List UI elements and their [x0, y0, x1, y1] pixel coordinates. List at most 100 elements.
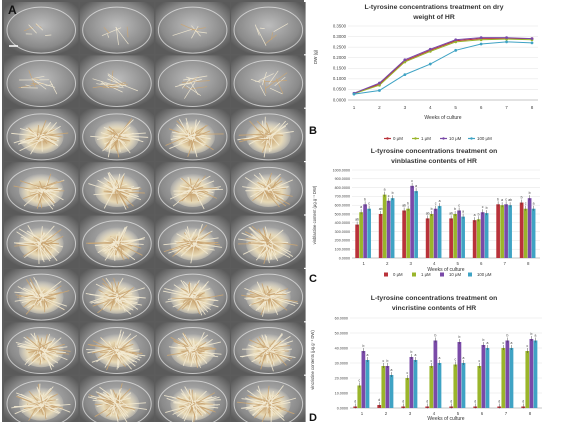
significance-label: c: [505, 197, 507, 201]
dish-photo: [231, 215, 306, 268]
bar: [433, 208, 438, 258]
bar: [449, 218, 453, 258]
legend-item: 100 μM: [468, 272, 492, 277]
data-point: [378, 89, 381, 92]
significance-label: c: [458, 203, 460, 207]
bar: [390, 198, 395, 258]
chart-b-y-axis-label: DW (g): [313, 49, 318, 64]
significance-label: c: [358, 379, 360, 383]
x-tick-label: 1: [363, 261, 366, 266]
bar: [529, 339, 534, 408]
y-tick-label: 20.0000: [335, 376, 348, 380]
legend-label: 10 μM: [449, 136, 462, 141]
dish-photo: [231, 162, 306, 215]
significance-label: c: [435, 202, 437, 206]
x-tick-label: 6: [480, 105, 483, 110]
x-axis-label: Weeks of culture: [427, 267, 464, 273]
data-point: [352, 92, 356, 96]
data-point: [428, 62, 432, 66]
data-point: [454, 40, 458, 44]
x-tick-label: 7: [505, 105, 508, 110]
y-tick-label: 0.0000: [337, 406, 348, 410]
bar: [500, 205, 504, 258]
y-tick-label: 0.1500: [333, 66, 347, 71]
bar: [533, 340, 538, 408]
dish-photo: [79, 375, 155, 422]
y-tick-label: 40.0000: [335, 346, 348, 350]
dish-photo: [155, 215, 230, 268]
significance-label: c: [411, 179, 413, 183]
dish-photo: [231, 55, 306, 108]
x-tick-label: 7: [505, 411, 508, 416]
legend-label: 100 μM: [477, 272, 492, 277]
bar: [381, 366, 386, 408]
dish-photo: [4, 108, 79, 161]
panel-letter-b: B: [309, 125, 317, 137]
data-point: [403, 60, 407, 64]
bar: [405, 378, 410, 408]
significance-label: ab: [355, 218, 359, 222]
significance-label: b: [529, 191, 531, 195]
bar: [359, 212, 363, 258]
dish-photo: [79, 322, 155, 375]
significance-label: b: [362, 344, 364, 348]
dish-photo: [79, 108, 155, 161]
bar: [389, 375, 394, 408]
significance-label: a: [535, 334, 537, 338]
legend-label: 0 μM: [393, 136, 403, 141]
series-line: [353, 38, 533, 95]
dish-photo: [155, 322, 230, 375]
data-point: [454, 38, 458, 42]
significance-label: c: [478, 359, 480, 363]
data-point: [403, 73, 407, 77]
significance-label: b: [458, 335, 460, 339]
legend-label: 100 μM: [477, 136, 492, 141]
chart-dry-weight: L-tyrosine concentrations treatment on d…: [309, 4, 538, 141]
significance-label: a: [487, 341, 489, 345]
significance-label: b: [434, 334, 436, 338]
bar: [501, 348, 506, 408]
significance-label: a: [439, 356, 441, 360]
dish-photo: [79, 269, 155, 322]
x-axis-label: Weeks of culture: [427, 416, 464, 422]
bar: [365, 360, 370, 408]
y-tick-label: 500.0000: [335, 212, 350, 216]
chart-b-title-line1: L-tyrosine concentrations treatment on d…: [365, 4, 504, 11]
bar: [433, 340, 438, 408]
bar: [437, 206, 442, 258]
chart-d-title-line1: L-tyrosine concentrations treatment on: [371, 295, 498, 302]
significance-label: d: [522, 400, 524, 404]
significance-label: a: [391, 368, 393, 372]
y-tick-label: 900.0000: [335, 177, 350, 181]
significance-label: b: [497, 197, 499, 201]
y-tick-label: 60.0000: [335, 316, 348, 320]
significance-label: b: [478, 212, 480, 216]
bar: [519, 202, 524, 258]
significance-label: a: [511, 341, 513, 345]
chart-c-y-axis-label: vinblastine content (μg.g⁻¹ DW): [312, 185, 317, 244]
x-tick-label: 8: [531, 105, 534, 110]
panel-letter-c: C: [309, 273, 317, 285]
photo-grid-panel: A: [2, 0, 306, 422]
data-point: [505, 40, 508, 44]
significance-label: b: [364, 197, 366, 201]
x-tick-label: 5: [457, 411, 460, 416]
chart-b-title-line2: weight of HR: [412, 14, 455, 21]
dish-photo: [155, 375, 230, 422]
y-tick-label: 30.0000: [335, 361, 348, 365]
dish-photo: [4, 215, 79, 268]
legend-label: 1 μM: [421, 136, 431, 141]
x-tick-label: 8: [527, 261, 530, 266]
significance-label: d: [474, 400, 476, 404]
significance-label: c: [430, 359, 432, 363]
data-point: [454, 48, 458, 52]
dish-photo: [155, 2, 230, 55]
bar: [367, 208, 371, 258]
significance-label: d: [450, 400, 452, 404]
chart-c-legend: 0 μM 1 μM 10 μM 100 μM: [384, 272, 492, 277]
data-point: [479, 36, 483, 40]
x-tick-label: 8: [529, 411, 532, 416]
dish-photo: [79, 215, 155, 268]
data-point: [479, 38, 483, 42]
series-line: [353, 38, 532, 95]
